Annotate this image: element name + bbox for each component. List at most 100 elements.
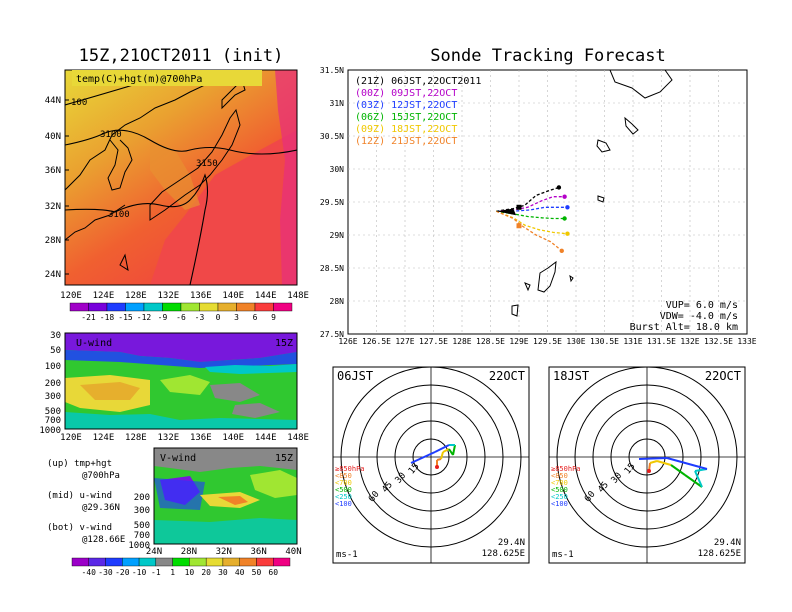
legend-entry: (09Z) 18JST,22OCT bbox=[355, 124, 457, 135]
hodograph-time: 06JST bbox=[337, 369, 373, 383]
wind-colorbar-label: -40 bbox=[82, 568, 97, 577]
contour-label-3100-north: 3100 bbox=[100, 130, 122, 140]
colorbar-label: 6 bbox=[253, 313, 258, 322]
surface-wind-point bbox=[435, 465, 439, 469]
track-line bbox=[496, 196, 565, 212]
v-pressure-tick-label: 1000 bbox=[128, 541, 150, 551]
legend-entry: (00Z) 09JST,22OCT bbox=[355, 88, 457, 99]
wind-colorbar-label: -30 bbox=[98, 568, 113, 577]
v-pressure-tick-label: 300 bbox=[134, 506, 150, 516]
colorbar-label: -15 bbox=[118, 313, 133, 322]
level-legend-entry: <250 bbox=[551, 493, 568, 501]
note-mid-line2: @29.36N bbox=[82, 503, 120, 513]
level-legend-entry: <850 bbox=[335, 472, 352, 480]
wind-colorbar-label: 1 bbox=[170, 568, 175, 577]
map-lon-tick-label: 120E bbox=[60, 291, 82, 301]
colorbar-swatch bbox=[106, 302, 126, 312]
x-tick-label: 126E bbox=[338, 337, 357, 346]
wind-colorbar-swatch bbox=[155, 557, 173, 567]
hodograph-segment bbox=[684, 474, 703, 488]
track-line bbox=[496, 186, 560, 212]
wind-colorbar-label: -1 bbox=[151, 568, 161, 577]
map-lon-tick-label: 148E bbox=[287, 291, 309, 301]
contour-label-3150: 3150 bbox=[196, 159, 218, 169]
track-end-point bbox=[565, 205, 570, 210]
wind-colorbar-label: 50 bbox=[252, 568, 262, 577]
note-bot-line2: @128.66E bbox=[82, 535, 125, 545]
hodograph-units: ms-1 bbox=[336, 550, 358, 560]
u-wind-label: U-wind bbox=[76, 338, 112, 349]
hodograph-units: ms-1 bbox=[552, 550, 574, 560]
x-tick-label: 127E bbox=[395, 337, 414, 346]
y-tick-label: 31N bbox=[330, 99, 345, 108]
legend-entry: (03Z) 12JST,22OCT bbox=[355, 100, 457, 111]
u-wind-lon-ticks: 120E 124E 128E 132E 136E 140E 144E 148E bbox=[60, 433, 309, 443]
note-up-line2: @700hPa bbox=[82, 471, 120, 481]
colorbar-label: 3 bbox=[234, 313, 239, 322]
tracking-grid bbox=[348, 70, 747, 334]
info-line: Burst Alt= 18.0 km bbox=[630, 322, 738, 333]
right-title: Sonde Tracking Forecast bbox=[430, 46, 665, 66]
u-lon-tick-label: 132E bbox=[157, 433, 179, 443]
map-label: temp(C)+hgt(m)@700hPa bbox=[76, 74, 202, 85]
hodograph-lat: 29.4N bbox=[714, 538, 741, 548]
track-end-point bbox=[556, 185, 562, 190]
x-tick-label: 131.5E bbox=[647, 337, 676, 346]
hodograph-segment bbox=[649, 460, 658, 464]
hodograph-segment bbox=[638, 457, 668, 460]
x-tick-label: 132.5E bbox=[704, 337, 733, 346]
warm-sea-region bbox=[150, 130, 297, 285]
colorbar-swatch bbox=[199, 302, 219, 312]
hodograph-segment bbox=[670, 464, 686, 476]
colorbar-swatch bbox=[162, 302, 182, 312]
x-tick-label: 127.5E bbox=[419, 337, 448, 346]
hodograph-lon: 128.625E bbox=[698, 549, 741, 559]
y-tick-label: 31.5N bbox=[320, 66, 344, 75]
level-legend-entry: <500 bbox=[335, 486, 352, 494]
hodograph-rings bbox=[333, 367, 529, 563]
u-pressure-tick-label: 1000 bbox=[39, 426, 61, 436]
colorbar-label: -21 bbox=[81, 313, 96, 322]
u-lon-tick-label: 124E bbox=[93, 433, 115, 443]
v-lat-tick-label: 24N bbox=[146, 547, 162, 557]
u-lon-tick-label: 136E bbox=[190, 433, 212, 443]
u-lon-tick-label: 128E bbox=[125, 433, 147, 443]
hodograph-segment bbox=[434, 444, 450, 453]
u-pressure-tick-label: 50 bbox=[50, 346, 61, 356]
map-lon-ticks: 120E 124E 128E 132E 136E 140E 144E 148E bbox=[60, 291, 309, 301]
hodograph-date: 22OCT bbox=[705, 369, 741, 383]
x-tick-label: 132E bbox=[680, 337, 699, 346]
map-lon-tick-label: 128E bbox=[125, 291, 147, 301]
track-line bbox=[495, 210, 563, 252]
map-lat-tick-label: 36N bbox=[45, 166, 61, 176]
wind-colorbar-swatch bbox=[273, 557, 291, 567]
hodograph-segment bbox=[442, 448, 450, 453]
x-tick-label: 128E bbox=[452, 337, 471, 346]
colorbar-swatch bbox=[180, 302, 200, 312]
tracking-coastlines bbox=[511, 70, 673, 317]
wind-colorbar-swatch bbox=[222, 557, 240, 567]
v-wind-lat-ticks: 24N 28N 32N 36N 40N bbox=[146, 547, 302, 557]
left-title: 15Z,21OCT2011 (init) bbox=[79, 46, 284, 66]
contour-label-3100-south: 3100 bbox=[108, 210, 130, 220]
x-tick-label: 131E bbox=[623, 337, 642, 346]
y-tick-label: 29N bbox=[330, 231, 345, 240]
colorbar-label: -6 bbox=[176, 313, 186, 322]
u-pressure-tick-label: 500 bbox=[45, 407, 61, 417]
cool-interior bbox=[150, 140, 200, 210]
map-lat-tick-label: 24N bbox=[45, 270, 61, 280]
x-tick-label: 133E bbox=[737, 337, 756, 346]
colorbar-swatch bbox=[254, 302, 274, 312]
colorbar-swatch bbox=[217, 302, 237, 312]
temperature-colorbar: -21 -18 -15 -12 -9 -6 -3 0 3 6 9 bbox=[69, 302, 293, 322]
wind-colorbar-label: 30 bbox=[218, 568, 228, 577]
y-tick-label: 27.5N bbox=[320, 330, 344, 339]
map-lat-tick-label: 28N bbox=[45, 236, 61, 246]
track-end-point bbox=[562, 194, 567, 199]
colorbar-swatch bbox=[88, 302, 108, 312]
track-end-point bbox=[562, 216, 567, 221]
hodograph-segment bbox=[410, 451, 436, 464]
